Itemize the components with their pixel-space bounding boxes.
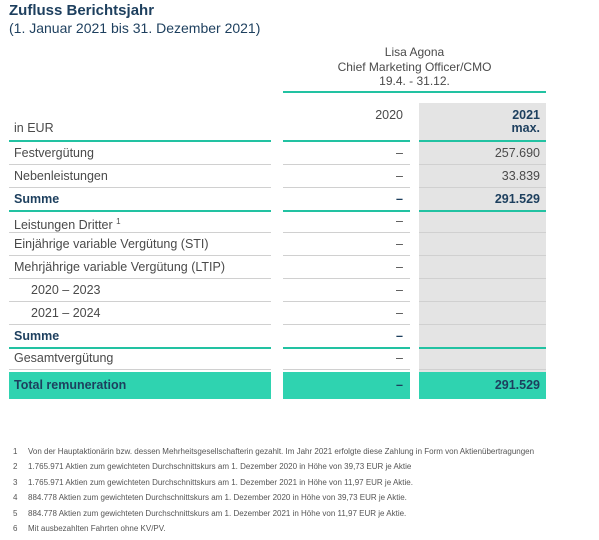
row-line xyxy=(283,301,410,302)
cell-2021: 33.839 xyxy=(501,169,540,183)
footnote-marker: 2 xyxy=(13,462,18,472)
footnote-ref: 1 xyxy=(116,217,121,226)
row-label: Gesamtvergütung xyxy=(14,351,114,365)
column-header: in EUR xyxy=(14,121,54,135)
total-fill xyxy=(419,372,546,399)
row-line xyxy=(283,232,410,233)
row-line xyxy=(283,369,410,370)
row-line xyxy=(419,187,546,188)
row-label: Summe xyxy=(14,192,60,206)
column-header: 2020 xyxy=(375,108,403,122)
row-line xyxy=(9,324,271,325)
row-label: Leistungen Dritter 1 xyxy=(14,217,121,233)
cell-2020: – xyxy=(396,214,403,228)
person-role: Chief Marketing Officer/CMO xyxy=(337,60,492,74)
row-line xyxy=(9,278,271,279)
row-line xyxy=(9,301,271,302)
rule xyxy=(9,140,271,142)
row-line xyxy=(283,187,410,188)
cell-2020: – xyxy=(396,237,403,251)
footnote-text: 884.778 Aktien zum gewichteten Durchschn… xyxy=(28,493,407,503)
rule xyxy=(283,347,410,349)
rule xyxy=(283,210,410,212)
total-fill xyxy=(283,372,410,399)
rule xyxy=(419,210,546,212)
footnote-marker: 3 xyxy=(13,477,18,487)
row-line xyxy=(419,301,546,302)
rule xyxy=(419,347,546,349)
footnote-text: 884.778 Aktien zum gewichteten Durchschn… xyxy=(28,508,407,518)
footnote-text: Mit ausbezahlten Fahrten ohne KV/PV. xyxy=(28,524,166,533)
cell-2021: 291.529 xyxy=(494,378,540,392)
row-line xyxy=(419,255,546,256)
rule xyxy=(419,140,546,142)
row-label: Nebenleistungen xyxy=(14,169,108,183)
cell-2021: 291.529 xyxy=(494,192,540,206)
row-line xyxy=(419,232,546,233)
cell-2020: – xyxy=(396,260,403,274)
row-label: Einjährige variable Vergütung (STI) xyxy=(14,237,209,251)
rule xyxy=(9,347,271,349)
row-line xyxy=(419,369,546,370)
column-header: 2021 xyxy=(512,108,540,122)
row-line xyxy=(283,324,410,325)
footnote-text: Von der Hauptaktionärin bzw. dessen Mehr… xyxy=(28,447,535,456)
row-label: Festvergütung xyxy=(14,146,94,160)
row-line xyxy=(419,164,546,165)
footnote-marker: 5 xyxy=(13,508,18,518)
cell-2020: – xyxy=(396,283,403,297)
row-line xyxy=(283,164,410,165)
footnote-text: 1.765.971 Aktien zum gewichteten Durchsc… xyxy=(28,477,413,487)
cell-2020: – xyxy=(396,306,403,320)
cell-2020: – xyxy=(396,378,403,392)
footnote-marker: 4 xyxy=(13,493,18,503)
cell-2020: – xyxy=(396,146,403,160)
subtitle: (1. Januar 2021 bis 31. Dezember 2021) xyxy=(9,20,261,36)
cell-2020: – xyxy=(396,169,403,183)
row-line xyxy=(283,255,410,256)
row-line xyxy=(419,324,546,325)
cell-2020: – xyxy=(396,329,403,343)
row-label: 2020 – 2023 xyxy=(31,283,101,297)
row-label: 2021 – 2024 xyxy=(31,306,101,320)
footnote-text: 1.765.971 Aktien zum gewichteten Durchsc… xyxy=(28,462,412,472)
row-line xyxy=(9,255,271,256)
row-line xyxy=(283,278,410,279)
row-line xyxy=(9,187,271,188)
footnote-marker: 1 xyxy=(13,447,18,456)
row-line xyxy=(419,278,546,279)
footnote-marker: 6 xyxy=(13,524,18,533)
column-shade xyxy=(419,103,546,372)
cell-2020: – xyxy=(396,192,403,206)
cell-2020: – xyxy=(396,351,403,365)
person-name: Lisa Agona xyxy=(384,45,445,59)
row-label: Mehrjährige variable Vergütung (LTIP) xyxy=(14,260,225,274)
total-fill xyxy=(9,372,271,399)
row-line xyxy=(9,164,271,165)
row-line xyxy=(9,369,271,370)
rule xyxy=(283,91,546,93)
row-line xyxy=(9,232,271,233)
person-period: 19.4. - 31.12. xyxy=(379,74,450,88)
row-label: Summe xyxy=(14,329,60,343)
rule xyxy=(283,140,410,142)
cell-2021: 257.690 xyxy=(494,146,540,160)
row-label: Total remuneration xyxy=(14,378,127,392)
rule xyxy=(9,210,271,212)
title: Zufluss Berichtsjahr xyxy=(9,2,155,19)
column-header: max. xyxy=(511,121,541,135)
